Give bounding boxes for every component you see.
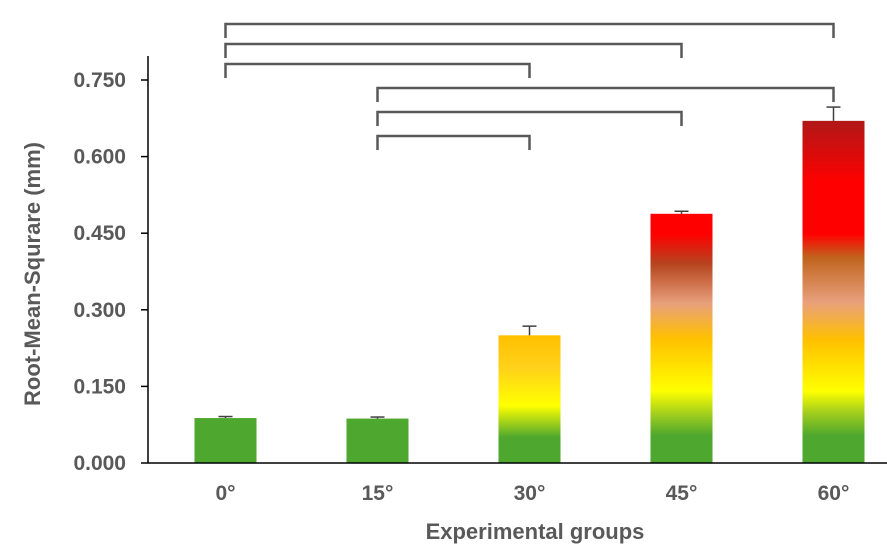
x-tick-label: 30°	[514, 482, 546, 505]
x-tick-label: 60°	[818, 482, 850, 505]
y-tick-label: 0.600	[73, 146, 126, 169]
bar	[194, 418, 257, 463]
significance-bracket	[224, 62, 531, 78]
x-tick-label: 45°	[666, 482, 698, 505]
bars	[194, 120, 865, 463]
significance-brackets	[224, 22, 835, 150]
x-tick-label: 15°	[362, 482, 394, 505]
x-ticks: 0° 15° 30° 45° 60°	[215, 482, 849, 505]
bar	[498, 335, 561, 463]
significance-bracket	[376, 86, 835, 102]
y-tick-label: 0.000	[73, 452, 126, 475]
y-tick-label: 0.450	[73, 222, 126, 245]
significance-bracket	[376, 134, 531, 150]
y-ticks: 0.000 0.150 0.300 0.450 0.600 0.750	[73, 69, 148, 475]
x-axis-title: Experimental groups	[426, 519, 645, 544]
axes	[147, 56, 887, 464]
significance-bracket	[224, 22, 835, 38]
y-tick-label: 0.150	[73, 375, 126, 398]
y-tick-label: 0.300	[73, 299, 126, 322]
y-tick-label: 0.750	[73, 69, 126, 92]
error-bars	[218, 106, 841, 419]
bar	[650, 213, 713, 463]
significance-bracket	[224, 42, 683, 58]
x-tick-label: 0°	[215, 482, 235, 505]
bar	[346, 418, 409, 463]
y-axis-title: Root-Mean-Squrare (mm)	[20, 142, 45, 406]
significance-bracket	[376, 110, 683, 126]
bar	[802, 120, 865, 463]
